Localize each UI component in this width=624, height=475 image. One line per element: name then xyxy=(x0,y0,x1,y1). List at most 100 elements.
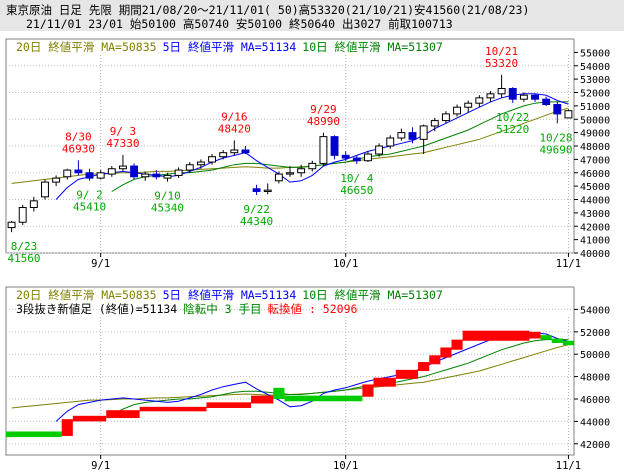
low-annotation-date: 8/23 xyxy=(11,240,38,253)
candle-body xyxy=(196,161,205,166)
three-line-break-legend: 20日 終値平滑 MA=50835 5日 終値平滑 MA=51134 10日 終値平… xyxy=(16,288,443,302)
tlb-x-tick-label: 11/1 xyxy=(556,460,581,472)
candle-x-tick-label: 10/1 xyxy=(333,258,358,270)
low-annotation-date: 9/ 2 xyxy=(76,189,103,202)
candle-y-tick-label: 51000 xyxy=(580,102,610,113)
three-line-break-block xyxy=(562,340,574,346)
candle-body xyxy=(375,145,384,155)
high-annotation-date: 9/ 3 xyxy=(110,125,137,138)
three-line-break-block xyxy=(139,406,207,412)
candle-body xyxy=(542,98,551,106)
candle-body xyxy=(7,221,16,229)
candle-body xyxy=(41,181,49,198)
candle-y-tick-label: 44000 xyxy=(580,196,610,207)
tlb-legend-entry: 20日 終値平滑 MA=50835 xyxy=(16,288,157,302)
three-line-break-block xyxy=(61,419,73,436)
three-line-break-block xyxy=(440,347,452,358)
tlb-info-entry: 3段抜き新値足 (終値)=51134 xyxy=(16,302,177,316)
candle-y-tick-label: 54000 xyxy=(580,62,610,73)
candle-body xyxy=(230,149,239,154)
header-latest-bar-line: 21/11/01 23/01 始50100 高50740 安50100 終506… xyxy=(26,17,453,31)
candle-body xyxy=(263,189,272,192)
candle-body xyxy=(107,168,116,175)
candle-body xyxy=(352,157,361,162)
tlb-ma10-line xyxy=(111,339,569,416)
three-line-break-block xyxy=(529,331,541,339)
three-line-break-block xyxy=(6,431,62,438)
candle-body xyxy=(475,97,484,104)
candle-body xyxy=(174,169,183,176)
low-annotation-value: 45340 xyxy=(151,202,184,215)
tlb-legend-entry: 10日 終値平滑 MA=51307 xyxy=(302,288,443,302)
candle-legend-entry: 10日 終値平滑 MA=51307 xyxy=(302,40,443,54)
three-line-break-block xyxy=(72,415,107,422)
candle-body xyxy=(18,207,27,223)
candle-body xyxy=(453,106,462,115)
candle-body xyxy=(96,172,105,179)
candle-body xyxy=(130,165,139,178)
tlb-info-entry: 陰転中 3 手目 xyxy=(183,302,261,316)
three-line-break-block xyxy=(251,395,274,404)
tlb-y-tick-label: 42000 xyxy=(580,440,610,451)
low-annotation-value: 41560 xyxy=(7,252,40,265)
high-annotation-date: 8/30 xyxy=(65,130,92,143)
candle-body xyxy=(419,125,428,140)
candle-y-tick-label: 43000 xyxy=(580,209,610,220)
chart-header: 東京原油 日足 先限 期間21/08/20～21/11/01( 50)高5332… xyxy=(0,0,624,32)
tlb-y-tick-label: 54000 xyxy=(580,305,610,316)
candle-body xyxy=(274,173,283,182)
candle-body xyxy=(52,177,61,183)
low-annotation-value: 44340 xyxy=(240,215,273,228)
three-line-break-block xyxy=(273,387,285,399)
candle-y-tick-label: 46000 xyxy=(580,169,610,180)
candle-body xyxy=(63,169,72,178)
candle-x-tick-label: 11/1 xyxy=(556,258,581,270)
candle-body xyxy=(29,200,38,209)
three-line-break-block xyxy=(429,355,441,365)
low-annotation-value: 49690 xyxy=(539,143,572,156)
three-line-break-block xyxy=(418,362,430,371)
tlb-legend-entry: 5日 終値平滑 MA=51134 xyxy=(163,288,297,302)
tlb-info-entry: 転換値 : 52096 xyxy=(268,302,358,316)
candle-y-tick-label: 42000 xyxy=(580,222,610,233)
candle-body xyxy=(308,162,317,170)
candle-body xyxy=(497,87,506,95)
candle-body xyxy=(553,104,562,115)
three-line-break-block xyxy=(106,410,140,419)
candle-y-tick-label: 53000 xyxy=(580,75,610,86)
candle-y-tick-label: 40000 xyxy=(580,249,610,260)
candle-y-tick-label: 47000 xyxy=(580,155,610,166)
three-line-break-block xyxy=(540,335,552,340)
candle-body xyxy=(341,154,350,159)
header-summary-line: 東京原油 日足 先限 期間21/08/20～21/11/01( 50)高5332… xyxy=(6,3,530,17)
candle-y-tick-label: 50000 xyxy=(580,115,610,126)
candle-x-tick-label: 9/1 xyxy=(91,258,110,270)
high-annotation-date: 9/29 xyxy=(310,103,337,116)
low-annotation-value: 51220 xyxy=(496,123,529,136)
tlb-x-tick-label: 9/1 xyxy=(91,460,110,472)
tlb-y-tick-label: 46000 xyxy=(580,395,610,406)
tlb-y-tick-label: 44000 xyxy=(580,417,610,428)
candle-body xyxy=(185,164,194,171)
candle-body xyxy=(152,173,161,178)
candle-body xyxy=(208,156,216,163)
candle-y-tick-label: 48000 xyxy=(580,142,610,153)
candle-y-tick-label: 49000 xyxy=(580,129,610,140)
candle-y-tick-label: 45000 xyxy=(580,182,610,193)
high-annotation-date: 10/21 xyxy=(485,45,518,58)
high-annotation-value: 53320 xyxy=(485,57,518,70)
candle-body xyxy=(286,172,294,175)
low-annotation-value: 46650 xyxy=(340,184,373,197)
high-annotation-value: 47330 xyxy=(106,137,139,150)
candle-body xyxy=(464,102,473,108)
tlb-y-tick-label: 52000 xyxy=(580,328,610,339)
candle-legend-entry: 20日 終値平滑 MA=50835 xyxy=(16,40,157,54)
candle-body xyxy=(219,152,228,158)
low-annotation-value: 45410 xyxy=(73,201,106,214)
ma10-line xyxy=(111,101,569,192)
three-line-break-panel: 42000 44000 46000 48000 50000 52000 54000 9/1 10… xyxy=(5,286,610,472)
low-annotation-date: 9/10 xyxy=(154,190,181,203)
candle-legend-entry: 5日 終値平滑 MA=51134 xyxy=(163,40,297,54)
candle-body xyxy=(85,172,94,179)
